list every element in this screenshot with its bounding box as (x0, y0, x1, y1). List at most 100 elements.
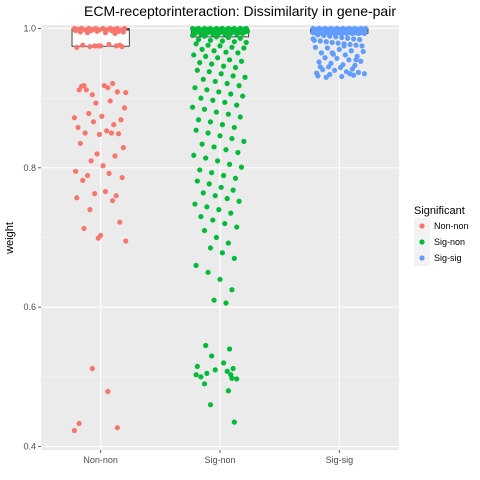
point-sig-non (229, 375, 235, 381)
point-sig-non (230, 365, 236, 372)
point-non-non (75, 124, 81, 131)
point-non-non (115, 131, 122, 137)
point-sig-non (211, 297, 217, 303)
point-sig-non (204, 370, 210, 376)
point-non-non (93, 100, 99, 106)
point-sig-non (191, 152, 197, 158)
point-sig-non (189, 32, 196, 39)
point-sig-non (217, 43, 223, 49)
point-sig-non (193, 41, 199, 47)
point-non-non (92, 43, 98, 49)
point-non-non (90, 119, 97, 125)
point-non-non (92, 191, 98, 197)
point-sig-non (213, 234, 220, 241)
point-sig-non (194, 67, 200, 73)
point-sig-sig (327, 33, 333, 39)
point-sig-sig (355, 69, 362, 75)
point-sig-sig (343, 30, 350, 36)
point-sig-non (200, 76, 206, 82)
point-sig-non (230, 73, 236, 79)
point-non-non (83, 87, 89, 93)
point-sig-sig (312, 44, 319, 50)
point-sig-non (226, 57, 233, 63)
point-sig-non (220, 63, 227, 69)
point-non-non (74, 44, 80, 50)
point-non-non (123, 238, 129, 244)
point-sig-non (238, 58, 245, 64)
point-sig-non (225, 34, 231, 41)
point-non-non (113, 193, 119, 199)
point-sig-sig (336, 46, 342, 52)
point-sig-non (234, 224, 240, 230)
point-sig-non (210, 31, 216, 37)
x-tick-label: Non-non (83, 455, 118, 465)
point-sig-non (195, 37, 202, 43)
point-sig-sig (324, 45, 330, 51)
point-sig-non (204, 87, 210, 93)
point-sig-non (198, 374, 204, 380)
point-sig-sig (346, 57, 352, 63)
point-non-non (114, 89, 120, 95)
point-sig-non (225, 111, 231, 117)
point-sig-sig (315, 32, 321, 38)
point-sig-non (207, 402, 214, 408)
point-non-non (95, 43, 101, 49)
point-sig-non (243, 39, 249, 46)
point-sig-non (198, 95, 204, 101)
point-non-non (95, 235, 101, 241)
point-sig-sig (323, 74, 329, 80)
point-non-non (73, 168, 79, 174)
point-sig-non (235, 50, 241, 56)
point-sig-non (193, 372, 199, 378)
point-sig-non (226, 346, 233, 352)
point-sig-non (206, 69, 212, 75)
point-sig-sig (342, 52, 348, 58)
point-sig-non (212, 193, 218, 199)
point-sig-non (216, 207, 222, 213)
point-sig-sig (317, 38, 323, 44)
point-non-non (110, 80, 116, 87)
point-sig-sig (321, 32, 327, 39)
point-sig-non (219, 250, 225, 256)
point-non-non (84, 172, 91, 179)
y-tick-label: 1.0 (23, 23, 36, 33)
point-sig-non (231, 39, 237, 45)
point-non-non (100, 163, 106, 169)
point-non-non (94, 28, 100, 34)
point-non-non (120, 145, 126, 151)
point-sig-non (228, 30, 234, 36)
point-sig-sig (322, 55, 328, 61)
point-sig-non (213, 109, 220, 115)
point-sig-non (228, 210, 234, 216)
point-sig-non (200, 190, 206, 196)
point-sig-sig (353, 57, 359, 63)
point-sig-non (222, 31, 228, 37)
point-sig-non (224, 80, 230, 87)
point-sig-non (234, 31, 240, 37)
chart-title: ECM-receptorinteraction: Dissimilarity i… (84, 3, 396, 19)
point-non-non (114, 425, 120, 431)
point-sig-non (197, 60, 203, 66)
point-non-non (87, 207, 93, 213)
point-sig-non (207, 37, 214, 43)
y-tick-label: 0.4 (23, 442, 36, 452)
point-sig-non (219, 38, 225, 44)
point-non-non (123, 89, 129, 96)
point-sig-non (224, 368, 230, 374)
point-sig-non (220, 360, 227, 366)
point-non-non (105, 388, 111, 395)
point-sig-sig (315, 73, 321, 79)
point-sig-non (201, 381, 208, 387)
point-non-non (119, 174, 125, 181)
point-sig-non (204, 204, 210, 210)
point-sig-non (234, 376, 240, 382)
point-non-non (88, 158, 94, 164)
legend-label: Non-non (434, 221, 469, 231)
legend-title: Significant (414, 205, 465, 217)
point-non-non (77, 140, 83, 147)
point-sig-non (201, 106, 208, 112)
point-sig-sig (347, 71, 353, 77)
legend-label: Sig-sig (434, 253, 462, 263)
point-sig-non (237, 35, 243, 41)
point-sig-non (217, 133, 223, 139)
